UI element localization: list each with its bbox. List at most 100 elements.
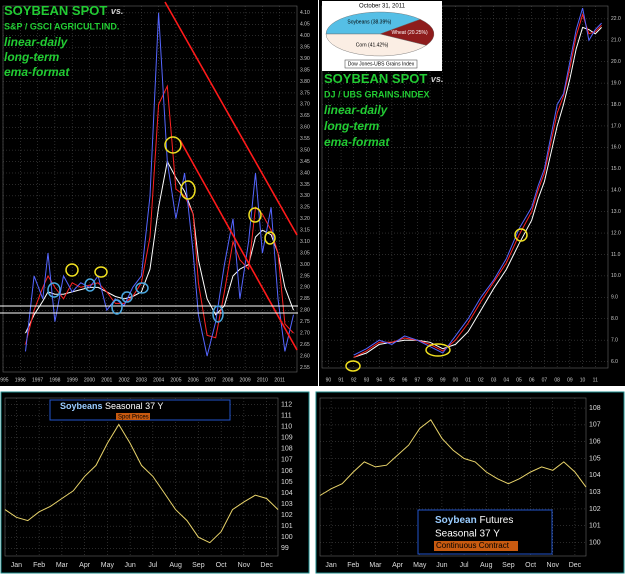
- y-tick-label: 105: [281, 479, 293, 486]
- y-tick-label: 16.0: [611, 145, 621, 151]
- x-tick-label: 2011: [274, 377, 285, 383]
- series-line: [25, 160, 294, 334]
- y-tick-label: 3.15: [300, 228, 310, 234]
- pie-label-name: Soybeans: [347, 20, 370, 26]
- y-tick-label: 4.10: [300, 10, 310, 16]
- y-tick-label: 7.0: [611, 337, 618, 343]
- x-tick-label: 01: [465, 377, 471, 383]
- box-title: Soybean Futures: [435, 515, 513, 526]
- x-tick-label: Oct: [525, 562, 536, 569]
- pie-slice: [379, 19, 435, 46]
- y-tick-label: 6.0: [611, 359, 618, 365]
- y-tick-label: 104: [281, 490, 293, 497]
- x-tick-label: 06: [529, 377, 535, 383]
- x-tick-label: Apr: [79, 562, 91, 569]
- x-tick-label: 09: [567, 377, 573, 383]
- x-tick-label: 2002: [118, 377, 129, 383]
- x-tick-label: Jan: [325, 562, 336, 569]
- pie-label: Wheat (20.25%): [391, 30, 427, 36]
- y-tick-label: 3.60: [300, 125, 310, 131]
- box-subtitle: Seasonal 37 Y: [435, 529, 500, 540]
- y-tick-label: 3.10: [300, 239, 310, 245]
- pie-title: October 31, 2011: [359, 4, 406, 10]
- pie-footer: Dow Jones-UBS Grains Index: [348, 61, 415, 67]
- x-tick-label: 2007: [205, 377, 216, 383]
- series-line: [353, 7, 602, 356]
- y-tick-label: 105: [589, 455, 601, 462]
- title: SOYBEAN SPOT vs.: [324, 71, 443, 86]
- x-tick-label: Nov: [238, 562, 251, 569]
- x-tick-label: 1999: [67, 377, 78, 383]
- x-tick-label: 1995: [0, 377, 9, 383]
- x-tick-label: 04: [504, 377, 510, 383]
- y-tick-label: 12.0: [611, 230, 621, 236]
- pie-slice: [325, 11, 421, 35]
- x-tick-label: Jan: [11, 562, 22, 569]
- y-tick-label: 109: [281, 435, 293, 442]
- x-tick-label: 05: [516, 377, 522, 383]
- pie-label: Corn (41.42%): [356, 43, 389, 49]
- x-tick-label: 97: [415, 377, 421, 383]
- x-tick-label: May: [101, 562, 115, 569]
- y-tick-label: 2.80: [300, 308, 310, 314]
- y-tick-label: 102: [589, 506, 601, 513]
- y-tick-label: 14.0: [611, 188, 621, 194]
- x-tick-label: Sep: [502, 562, 515, 569]
- y-tick-label: 3.00: [300, 262, 310, 268]
- title-main: SOYBEAN SPOT: [324, 71, 427, 86]
- y-tick-label: 3.50: [300, 147, 310, 153]
- y-tick-label: 3.70: [300, 102, 310, 108]
- y-tick-label: 20.0: [611, 59, 621, 65]
- subtitle: DJ / UBS GRAINS.INDEX: [324, 89, 430, 99]
- title-suffix: vs.: [431, 74, 444, 84]
- y-tick-label: 13.0: [611, 209, 621, 215]
- y-tick-label: 108: [589, 405, 601, 412]
- y-tick-label: 3.55: [300, 136, 310, 142]
- y-tick-label: 4.00: [300, 33, 310, 39]
- pie-label-value: (38.39%): [371, 20, 392, 26]
- y-tick-label: 3.25: [300, 205, 310, 211]
- y-tick-label: 107: [589, 422, 601, 429]
- y-tick-label: 2.65: [300, 342, 310, 348]
- x-tick-label: 2009: [240, 377, 251, 383]
- series-line: [25, 12, 294, 357]
- box-title-suffix: Futures: [479, 515, 513, 526]
- x-tick-label: 00: [453, 377, 459, 383]
- y-tick-label: 2.90: [300, 285, 310, 291]
- x-tick-label: 02: [478, 377, 484, 383]
- y-tick-label: 3.80: [300, 79, 310, 85]
- y-tick-label: 19.0: [611, 80, 621, 86]
- y-tick-label: 112: [281, 401, 292, 408]
- x-tick-label: 92: [351, 377, 357, 383]
- series-line: [4, 423, 279, 544]
- x-tick-label: 2005: [170, 377, 181, 383]
- annotation: ema-format: [4, 65, 70, 79]
- box-title: Soybeans Seasonal 37 Y: [60, 401, 163, 411]
- annotation: long-term: [324, 119, 380, 133]
- y-tick-label: 100: [589, 539, 601, 546]
- x-tick-label: 1997: [32, 377, 43, 383]
- x-tick-label: 98: [427, 377, 433, 383]
- x-tick-label: 94: [376, 377, 382, 383]
- x-tick-label: 2010: [257, 377, 268, 383]
- x-tick-label: 93: [364, 377, 370, 383]
- annotation: long-term: [4, 50, 60, 64]
- y-tick-label: 18.0: [611, 102, 621, 108]
- x-tick-label: Jun: [436, 562, 447, 569]
- x-tick-label: 11: [593, 377, 598, 383]
- x-tick-label: 96: [402, 377, 408, 383]
- x-tick-label: Apr: [392, 562, 404, 569]
- x-tick-label: Dec: [569, 562, 582, 569]
- annotation: linear-daily: [324, 103, 389, 117]
- box-title-main: Soybean: [435, 515, 477, 526]
- y-tick-label: 2.75: [300, 319, 310, 325]
- x-tick-label: May: [413, 562, 427, 569]
- trend-line: [164, 1, 298, 236]
- y-tick-label: 106: [589, 439, 601, 446]
- y-tick-label: 3.40: [300, 170, 310, 176]
- x-tick-label: 08: [554, 377, 560, 383]
- plot-frame: [321, 5, 609, 369]
- pie-slice: [325, 33, 427, 57]
- x-tick-label: 99: [440, 377, 446, 383]
